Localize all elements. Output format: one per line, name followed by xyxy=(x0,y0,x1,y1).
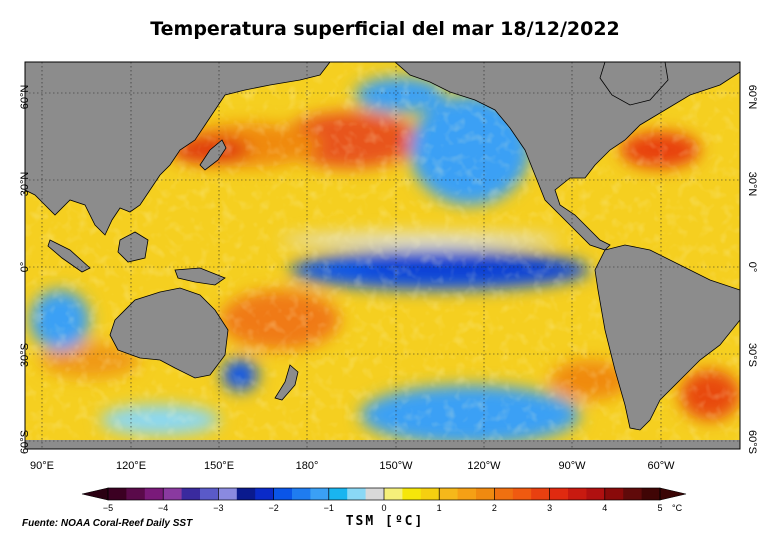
colorbar-cell xyxy=(126,488,146,500)
lat-label-left-30s: 30°S xyxy=(19,343,31,367)
colorbar-cell xyxy=(218,488,238,500)
colorbar-cell xyxy=(310,488,330,500)
colorbar-cell xyxy=(292,488,311,500)
map-area xyxy=(25,62,740,449)
lat-label-right-30n: 30°N xyxy=(746,171,758,197)
lon-label-90w: 90°W xyxy=(558,460,586,472)
lon-label-120e: 120°E xyxy=(115,460,147,472)
colorbar-cell xyxy=(420,488,440,500)
colorbar-tick-label: 1 xyxy=(436,503,442,513)
colorbar-cell xyxy=(641,488,661,500)
land-asia xyxy=(25,62,331,236)
colorbar xyxy=(81,487,687,501)
colorbar-cell xyxy=(402,488,422,500)
lat-label-left-30n: 30°N xyxy=(19,171,31,197)
colorbar-cell xyxy=(200,488,219,500)
map-frame xyxy=(24,61,741,450)
colorbar-arrow-right xyxy=(659,487,687,501)
colorbar-cell xyxy=(568,488,587,500)
land-new-guinea xyxy=(174,267,226,286)
land-japan xyxy=(199,139,227,171)
colorbar-cell xyxy=(255,488,275,500)
lat-label-left-60s: 60°S xyxy=(19,430,31,454)
land-borneo xyxy=(117,231,149,263)
colorbar-tick-label: 0 xyxy=(381,503,387,513)
graticule xyxy=(25,62,740,449)
colorbar-cell xyxy=(365,488,385,500)
lat-label-right-60n: 60°N xyxy=(746,84,758,110)
colorbar-cell xyxy=(439,488,459,500)
colorbar-cell xyxy=(181,488,201,500)
lon-label-90e: 90°E xyxy=(30,460,54,472)
land-greenland xyxy=(599,62,669,106)
colorbar-cell xyxy=(144,488,164,500)
colorbar-cell xyxy=(163,488,183,500)
lat-label-right-30s: 30°S xyxy=(746,343,758,367)
colorbar-tick-label: −1 xyxy=(323,503,334,513)
colorbar-cell xyxy=(604,488,624,500)
lat-label-right-0: 0° xyxy=(746,261,758,273)
lon-label-150w: 150°W xyxy=(379,460,413,472)
lon-label-180: 180° xyxy=(295,460,319,472)
colorbar-cell xyxy=(531,488,551,500)
land-antarctica xyxy=(25,440,740,449)
colorbar-arrow-left xyxy=(81,487,109,501)
lat-label-left-60n: 60°N xyxy=(19,84,31,110)
land xyxy=(25,62,740,449)
colorbar-tick-label: −2 xyxy=(268,503,279,513)
colorbar-cell xyxy=(623,488,643,500)
map-title: Temperatura superficial del mar 18/12/20… xyxy=(150,18,620,40)
colorbar-frame xyxy=(107,487,661,501)
colorbar-cell xyxy=(347,488,367,500)
colorbar-tick-label: 5 xyxy=(657,503,663,513)
colorbar-cell xyxy=(328,488,348,500)
lon-label-60w: 60°W xyxy=(647,460,675,472)
colorbar-tick-label: 3 xyxy=(547,503,553,513)
colorbar-cell xyxy=(384,488,403,500)
colorbar-cell xyxy=(512,488,532,500)
colorbar-unit: °C xyxy=(672,503,683,513)
source-credit: Fuente: NOAA Coral-Reef Daily SST xyxy=(22,518,193,529)
lon-label-150e: 150°E xyxy=(203,460,235,472)
colorbar-cell xyxy=(108,488,127,500)
colorbar-tick-label: −3 xyxy=(213,503,224,513)
colorbar-cell xyxy=(236,488,256,500)
colorbar-cell xyxy=(494,488,514,500)
lon-label-120w: 120°W xyxy=(467,460,501,472)
colorbar-label: TSM [ºC] xyxy=(345,514,425,529)
colorbar-cells xyxy=(107,488,661,500)
land-sumatra xyxy=(47,239,91,273)
lat-label-left-0: 0° xyxy=(19,261,31,273)
colorbar-tick-label: 2 xyxy=(491,503,497,513)
colorbar-tick-label: 4 xyxy=(602,503,608,513)
land-north-america xyxy=(394,62,740,251)
colorbar-cell xyxy=(457,488,477,500)
colorbar-tick-label: −5 xyxy=(102,503,114,513)
lat-label-right-60s: 60°S xyxy=(746,430,758,454)
colorbar-tick-label: −4 xyxy=(158,503,169,513)
colorbar-cell xyxy=(586,488,606,500)
colorbar-cell xyxy=(476,488,495,500)
colorbar-cell xyxy=(549,488,569,500)
land-new-zealand xyxy=(274,364,299,401)
colorbar-cell xyxy=(273,488,293,500)
land-south-america xyxy=(594,244,740,431)
